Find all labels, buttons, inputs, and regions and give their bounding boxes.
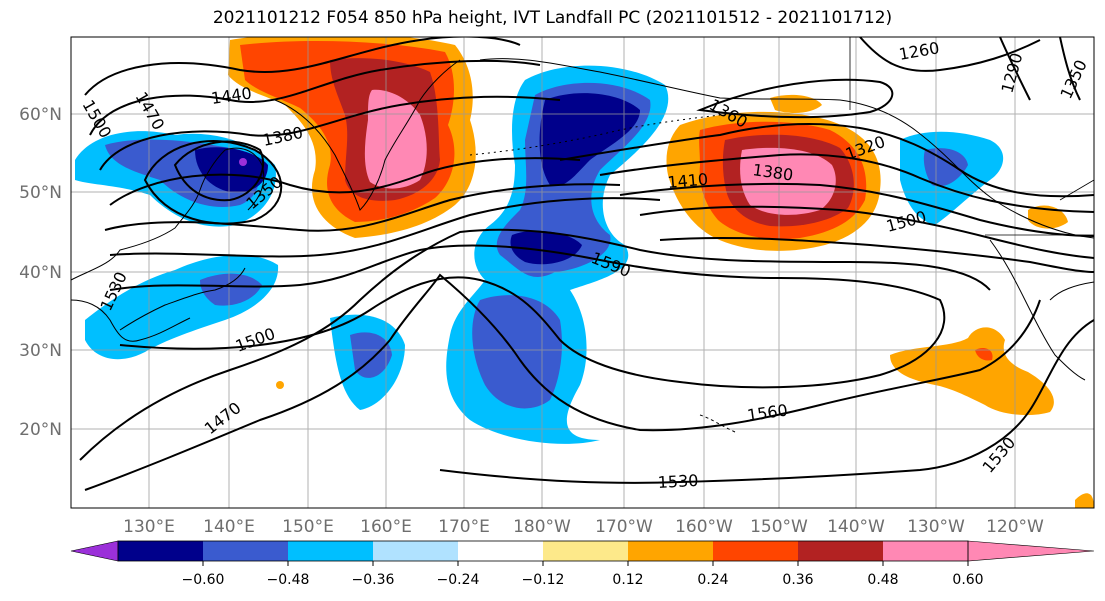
contour-line bbox=[99, 95, 561, 171]
colorbar-label: 0.12 bbox=[612, 572, 643, 588]
contour-line bbox=[89, 59, 541, 136]
lat-label: 20°N bbox=[19, 420, 62, 440]
colorbar-extend-left bbox=[70, 540, 119, 562]
neg-region-central-core2 bbox=[510, 230, 582, 265]
colorbar-swatch bbox=[628, 541, 713, 561]
lon-label: 170°W bbox=[595, 517, 653, 537]
contour-line bbox=[559, 123, 1094, 198]
lon-label: 160°E bbox=[360, 517, 412, 537]
contour-line bbox=[999, 37, 1031, 101]
gridlines bbox=[71, 37, 1094, 508]
contour-line bbox=[173, 140, 265, 202]
colorbar-swatch bbox=[373, 541, 458, 561]
pos-region-goa-core bbox=[740, 147, 836, 215]
lat-label: 40°N bbox=[19, 263, 62, 283]
map-frame bbox=[70, 36, 1095, 509]
colorbar-label: 0.48 bbox=[867, 572, 898, 588]
colorbar-label: −0.60 bbox=[182, 572, 225, 588]
neg-region-ne-mid bbox=[923, 148, 968, 187]
lon-label: 130°W bbox=[907, 517, 965, 537]
contour-line bbox=[143, 140, 283, 225]
contour-label: 1530 bbox=[657, 471, 699, 492]
colorbar-label: 0.36 bbox=[782, 572, 813, 588]
lon-label: 120°W bbox=[986, 517, 1044, 537]
neg-peak-japan bbox=[239, 158, 247, 166]
colorbar-label: −0.24 bbox=[437, 572, 480, 588]
contour-line bbox=[599, 153, 1094, 213]
colorbar-label: −0.36 bbox=[352, 572, 395, 588]
lon-label: 150°W bbox=[750, 517, 808, 537]
neg-region-japan-core bbox=[195, 147, 268, 193]
colorbar-swatch bbox=[288, 541, 373, 561]
coastline-kamchatka bbox=[274, 59, 461, 211]
lat-label: 50°N bbox=[19, 183, 62, 203]
contour-line bbox=[84, 273, 1041, 491]
pos-region-se-corner bbox=[1075, 493, 1094, 508]
neg-region-central-core bbox=[539, 93, 640, 186]
chart-title: 2021101212 F054 850 hPa height, IVT Land… bbox=[212, 8, 893, 28]
contour-line bbox=[439, 319, 1094, 484]
colorbar-swatch bbox=[458, 541, 543, 561]
colorbar-ticks bbox=[202, 561, 969, 566]
pos-region-tiny bbox=[276, 381, 284, 389]
neg-region-midpac-small-mid bbox=[350, 332, 392, 378]
colorbar-extend-right bbox=[967, 540, 1095, 562]
lon-label: 140°W bbox=[827, 517, 885, 537]
contour-line bbox=[619, 182, 1094, 237]
contour-label: 1410 bbox=[667, 170, 709, 192]
colorbar-label: 0.24 bbox=[697, 572, 728, 588]
lon-label: 160°W bbox=[675, 517, 733, 537]
contour-line bbox=[109, 157, 581, 206]
contour-line bbox=[1059, 37, 1081, 101]
coastline-japan bbox=[119, 267, 246, 331]
contour-line bbox=[109, 244, 946, 389]
colorbar-swatch bbox=[543, 541, 628, 561]
colorbar-swatch bbox=[203, 541, 288, 561]
colorbar-swatch bbox=[798, 541, 883, 561]
lon-label: 140°E bbox=[203, 517, 255, 537]
contour-line bbox=[859, 37, 1041, 72]
colorbar-label: −0.48 bbox=[267, 572, 310, 588]
height-contours bbox=[79, 37, 1094, 491]
lat-label: 30°N bbox=[19, 341, 62, 361]
colorbar-swatch bbox=[713, 541, 798, 561]
contour-line bbox=[109, 197, 661, 258]
pos-region-east-peak bbox=[975, 348, 993, 361]
lon-label: 130°E bbox=[123, 517, 175, 537]
lon-label: 180°W bbox=[513, 517, 571, 537]
coastline-hawaii bbox=[699, 414, 736, 433]
latitude-labels: 60°N 50°N 40°N 30°N 20°N bbox=[19, 105, 62, 440]
lon-label: 150°E bbox=[282, 517, 334, 537]
colorbar-label: 0.60 bbox=[952, 572, 983, 588]
coastline-alaska bbox=[479, 58, 1094, 239]
contour-line bbox=[79, 228, 991, 461]
contour-line bbox=[696, 78, 894, 119]
contour-line bbox=[639, 205, 1094, 259]
colorbar-swatch bbox=[118, 541, 203, 561]
colorbar-swatch bbox=[883, 541, 968, 561]
lon-label: 170°E bbox=[438, 517, 490, 537]
lat-label: 60°N bbox=[19, 105, 62, 125]
coastline-aleutians bbox=[469, 114, 721, 156]
coastlines bbox=[71, 37, 1094, 433]
shaded-fields bbox=[75, 37, 1094, 508]
contour-line bbox=[84, 37, 521, 96]
contour-line bbox=[659, 236, 1094, 273]
contour-line bbox=[104, 183, 621, 232]
neg-region-west-mid bbox=[200, 273, 262, 306]
coastline-asia bbox=[71, 147, 265, 342]
colorbar: −0.60 −0.48 −0.36 −0.24 −0.12 0.12 0.24 … bbox=[70, 540, 1095, 588]
neg-region-south-mid bbox=[472, 295, 562, 409]
longitude-labels: 130°E 140°E 150°E 160°E 170°E 180°W 170°… bbox=[123, 517, 1044, 537]
coastline-na bbox=[989, 239, 1094, 381]
colorbar-label: −0.12 bbox=[522, 572, 565, 588]
